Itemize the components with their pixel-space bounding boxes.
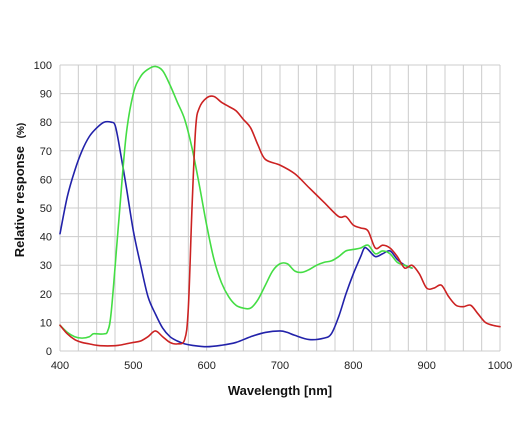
tick-labels: 400 500 600 700 800 900 1000 0 10 20 30 40 50 60 70 80 9… xyxy=(34,60,513,372)
series-group xyxy=(59,65,501,348)
y-tick-label: 50 xyxy=(40,203,52,215)
y-tick-label: 70 xyxy=(40,146,52,158)
series-line-green xyxy=(59,65,413,339)
y-tick-label: 20 xyxy=(40,289,52,301)
y-tick-label: 30 xyxy=(40,260,52,272)
x-tick-label: 900 xyxy=(417,360,435,372)
y-tick-label: 90 xyxy=(40,89,52,101)
y-tick-label: 0 xyxy=(46,346,52,358)
series-line-red xyxy=(59,95,501,347)
x-tick-label: 400 xyxy=(51,360,69,372)
x-axis-title: Wavelength [nm] xyxy=(228,383,332,398)
y-tick-label: 60 xyxy=(40,174,52,186)
grid xyxy=(59,64,501,352)
x-tick-label: 800 xyxy=(344,360,362,372)
x-tick-label: 500 xyxy=(124,360,142,372)
y-tick-label: 10 xyxy=(40,317,52,329)
y-tick-label: 40 xyxy=(40,232,52,244)
x-tick-label: 1000 xyxy=(488,360,512,372)
y-axis-unit: (%) xyxy=(16,123,27,139)
series-line-blue xyxy=(59,120,413,348)
y-tick-label: 80 xyxy=(40,117,52,129)
y-axis-label: Relative response xyxy=(12,146,27,257)
x-tick-label: 600 xyxy=(197,360,215,372)
y-axis-title: Relative response (%) xyxy=(12,123,27,257)
y-tick-label: 100 xyxy=(34,60,52,72)
x-tick-label: 700 xyxy=(271,360,289,372)
